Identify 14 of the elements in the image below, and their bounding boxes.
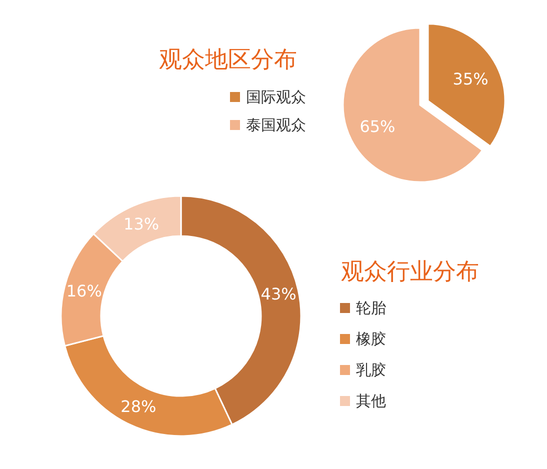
text: 观众行业分布 bbox=[341, 259, 479, 285]
legend-label: 国际观众 bbox=[246, 88, 306, 106]
data-label: 13% bbox=[124, 214, 160, 234]
legend-label: 轮胎 bbox=[356, 299, 386, 317]
legend-label: 橡胶 bbox=[356, 330, 386, 348]
data-label: 16% bbox=[66, 282, 102, 301]
data-label: 43% bbox=[260, 284, 296, 304]
legend-label: 乳胶 bbox=[356, 361, 386, 379]
data-label: 65% bbox=[360, 117, 396, 136]
legend-label: 泰国观众 bbox=[246, 116, 306, 134]
data-label: 35% bbox=[452, 70, 488, 89]
legend-label: 其他 bbox=[356, 392, 386, 410]
data-label: 28% bbox=[120, 396, 156, 416]
text: 观众地区分布 bbox=[159, 47, 297, 73]
